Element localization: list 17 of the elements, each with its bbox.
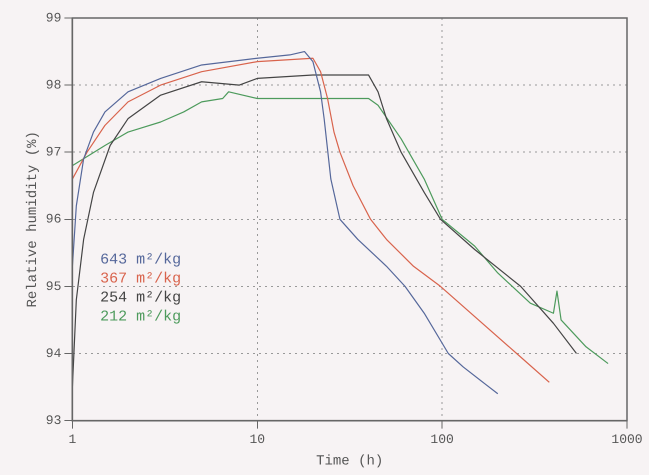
y-tick-label: 99 [46,10,62,26]
text: 212 m²/kg [100,308,182,326]
y-tick-label: 95 [46,278,62,294]
x-tick-label: 100 [430,432,454,447]
text: 367 m²/kg [100,270,182,288]
y-tick-label: 97 [46,144,62,160]
x-tick-label: 1 [68,432,76,447]
x-tick-label: 10 [249,432,266,447]
y-tick-label: 96 [46,212,62,227]
series-label: 643 m²/kg [100,252,182,269]
y-tick-label: 94 [46,346,62,361]
y-tick-label: 93 [46,413,62,428]
series-label: 254 m²/kg [100,290,182,307]
x-tick-label: 1000 [611,432,643,447]
y-tick-label: 98 [46,78,62,93]
y-axis-title: Relative humidity (%) [25,131,42,308]
x-axis-title: Time (h) [316,453,384,470]
